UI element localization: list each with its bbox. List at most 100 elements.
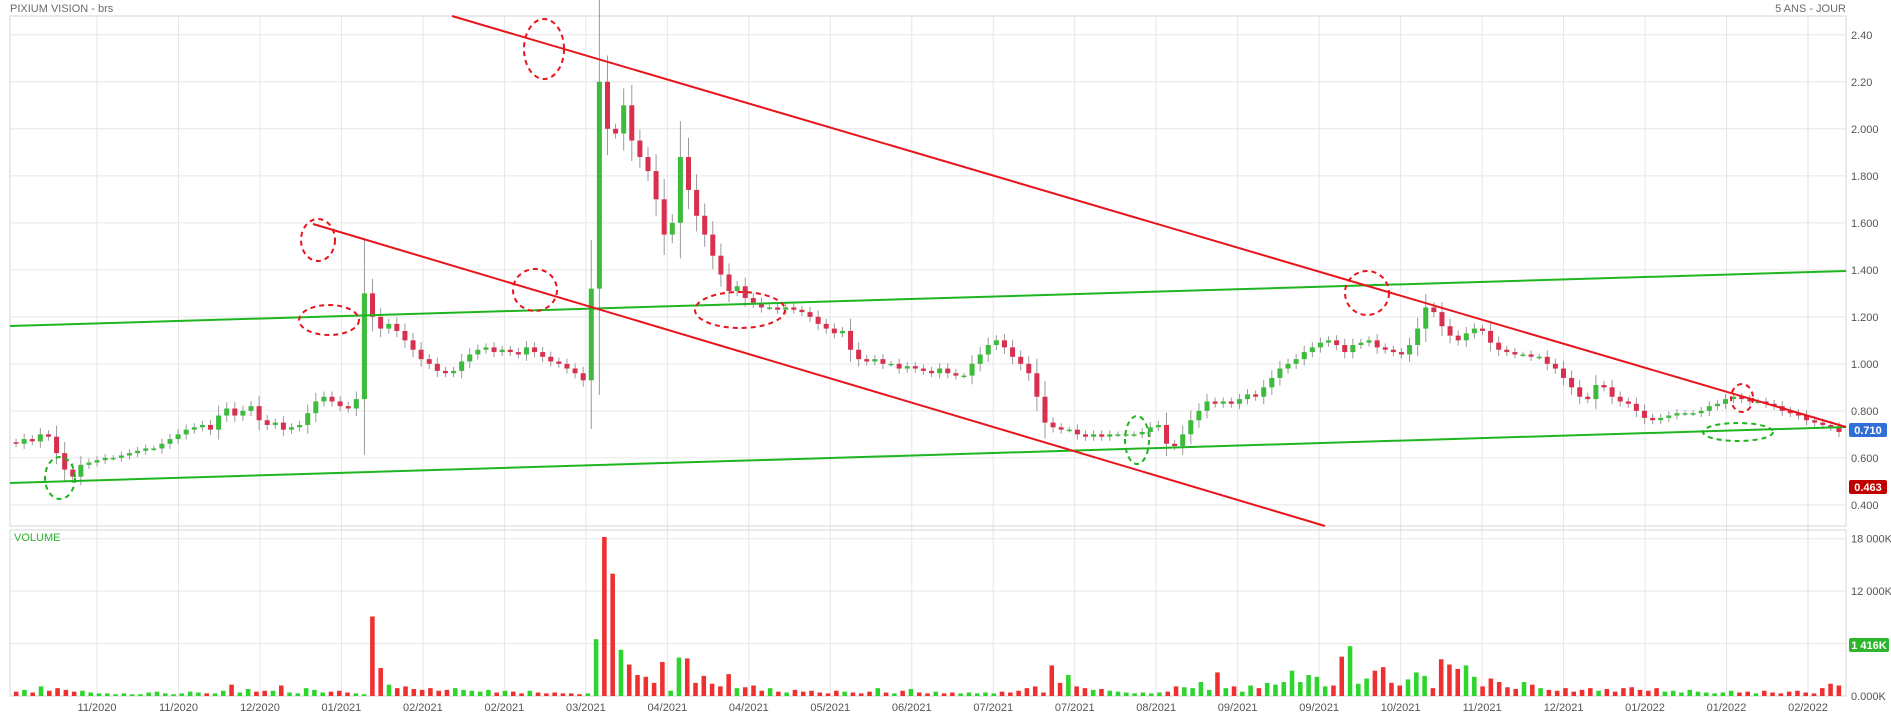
candle-body (532, 347, 538, 353)
candle-body (993, 340, 999, 346)
volume-bar (1049, 665, 1055, 696)
volume-bar (1140, 692, 1146, 696)
candle-body (1309, 347, 1315, 353)
volume-bar (1646, 690, 1651, 696)
volume-bar (535, 692, 541, 696)
volume-bar (1016, 690, 1021, 696)
candle-body (742, 286, 748, 299)
candle-body (1050, 422, 1056, 428)
volume-bar (1223, 688, 1229, 696)
candle-body (1585, 396, 1591, 400)
volume-bar (1124, 692, 1129, 696)
candle-body (1820, 422, 1826, 425)
volume-bar (394, 688, 400, 696)
candle-body (1350, 345, 1356, 353)
volume-bar (883, 692, 889, 696)
candle-body (758, 302, 764, 308)
candle-body (1739, 396, 1745, 400)
volume-bar (1364, 678, 1369, 696)
candle-body (945, 368, 951, 374)
candle-body (1301, 352, 1307, 360)
candle-body (45, 434, 51, 437)
volume-bar (1521, 682, 1527, 696)
candle-body (1001, 340, 1007, 348)
price-badge-low: 0.463 (1849, 480, 1887, 494)
x-tick-label: 11/2021 (1463, 702, 1502, 714)
candle-body (264, 420, 270, 425)
volume-bar (1190, 688, 1195, 696)
candle-body (288, 427, 295, 430)
volume-bar (925, 693, 930, 696)
volume-bar (784, 692, 789, 696)
volume-bar (858, 693, 864, 696)
volume-bar (154, 691, 160, 696)
candle-body (1261, 387, 1267, 397)
volume-bar (1496, 682, 1502, 696)
candle-body (1407, 345, 1413, 355)
volume-bar (966, 692, 972, 696)
candle-body (499, 349, 505, 353)
volume-bar (568, 693, 574, 696)
volume-bar (1753, 693, 1759, 696)
candle-body (523, 347, 529, 355)
volume-bar (1513, 689, 1519, 696)
candle-body (321, 396, 327, 402)
candle-body (1569, 377, 1575, 388)
candle-body (1099, 434, 1105, 437)
volume-bar (1438, 659, 1444, 696)
x-tick-label: 07/2021 (1055, 702, 1095, 714)
candle-body (1220, 401, 1226, 404)
volume-bar (187, 691, 193, 696)
candle-body (1593, 384, 1599, 400)
volume-bar (1090, 689, 1096, 696)
volume-bar (13, 691, 19, 696)
volume-bar (1588, 688, 1593, 696)
red-circle-oct-peak (1344, 270, 1390, 316)
candle-body (1625, 401, 1631, 404)
candle-body (685, 157, 692, 190)
volume-bar (850, 692, 856, 696)
candle-body (613, 128, 619, 134)
volume-bar (817, 692, 823, 696)
volume-bar (983, 692, 988, 696)
volume-bar (1356, 683, 1361, 696)
candle-body (953, 373, 959, 376)
candle-body (1245, 394, 1251, 400)
y-tick-label: 1.200 (1851, 312, 1879, 324)
upper-support-line (9, 270, 1847, 327)
volume-bar (502, 690, 508, 696)
candle-body (920, 368, 926, 371)
volume-bar (510, 691, 516, 696)
volume-bar (684, 658, 690, 696)
candle-body (848, 330, 854, 350)
volume-bar (875, 688, 881, 696)
candle-body (353, 399, 359, 409)
x-tick-label: 02/2021 (484, 702, 524, 714)
volume-bar (585, 693, 591, 696)
candle-body (102, 457, 108, 461)
x-tick-label: 04/2021 (647, 702, 687, 714)
candle-body (661, 199, 667, 235)
x-tick-label: 02/2022 (1788, 702, 1828, 714)
candle-body (1828, 424, 1834, 428)
candle-body (629, 105, 635, 141)
volume-bar (245, 689, 251, 696)
candle-body (1706, 406, 1712, 411)
volume-bar (1480, 686, 1485, 696)
candle-body (313, 401, 319, 414)
volume-bar (1770, 692, 1775, 696)
volume-bar (1836, 685, 1842, 696)
volume-bar (1463, 665, 1469, 696)
volume-bar (1082, 688, 1088, 696)
volume-bar (1695, 691, 1701, 696)
annotation-circles (44, 18, 1774, 500)
y-axis-labels: 2.40 2.20 2.000 1.800 1.600 1.400 1.200 1.000 0.… (1851, 30, 1879, 512)
x-tick-label: 01/2022 (1625, 702, 1665, 714)
volume-bar (55, 688, 60, 696)
candle-body (937, 368, 943, 374)
volume-bar (544, 693, 549, 696)
candle-body (1609, 387, 1615, 397)
volume-bar (900, 690, 905, 696)
volume-bar (1206, 689, 1212, 696)
candle-body (1455, 335, 1461, 341)
